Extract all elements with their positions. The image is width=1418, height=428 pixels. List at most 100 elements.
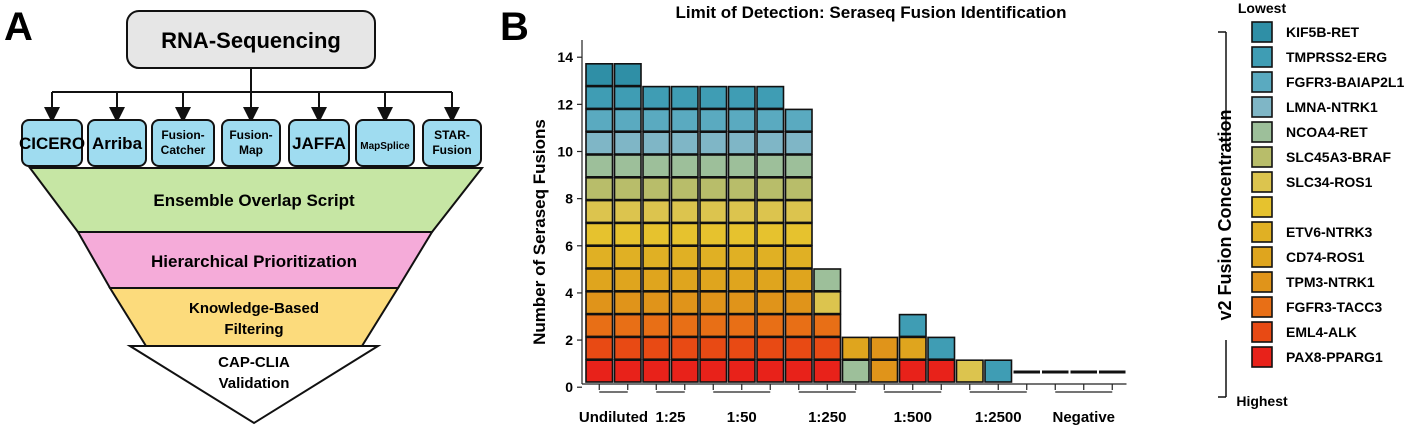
tile-tmprss2-erg bbox=[898, 313, 927, 338]
chart-title: Limit of Detection: Seraseq Fusion Ident… bbox=[675, 3, 1066, 22]
x-axis: Undiluted 1:25 1:50 1:250 1:500 1:2500 Negativ… bbox=[579, 383, 1127, 426]
tile-fgfr3-baiap2l1 bbox=[613, 108, 642, 133]
legend-label: CD74-ROS1 bbox=[1286, 249, 1365, 265]
tile-fgfr3-baiap2l1 bbox=[756, 108, 785, 133]
y-tick-label: 12 bbox=[557, 96, 573, 112]
tile-eml4-alk bbox=[670, 336, 699, 360]
tile-lmna-ntrk1 bbox=[699, 131, 728, 155]
tool-arrows bbox=[44, 92, 460, 123]
tile-slc34-ros1 bbox=[585, 199, 614, 224]
tile-slc45a3-braf bbox=[784, 177, 813, 201]
panel-b-chart: B Limit of Detection: Seraseq Fusion Ide… bbox=[500, 0, 1404, 426]
tile-fgfr3-tacc3 bbox=[813, 313, 842, 338]
tile-fgfr3-baiap2l1 bbox=[670, 108, 699, 133]
tile-fgfr3-baiap2l1 bbox=[585, 108, 614, 133]
legend-swatch bbox=[1251, 271, 1273, 293]
tile-slc34-ros1 bbox=[727, 199, 756, 224]
legend-label: KIF5B-RET bbox=[1286, 24, 1360, 40]
tile-unnamed bbox=[784, 222, 813, 246]
tile-cd74-ros1 bbox=[898, 336, 927, 360]
tile-slc45a3-braf bbox=[670, 177, 699, 201]
legend-label: ETV6-NTRK3 bbox=[1286, 224, 1373, 240]
y-axis-label: Number of Seraseq Fusions bbox=[530, 119, 549, 345]
tile-fgfr3-tacc3 bbox=[784, 313, 813, 338]
tile-tpm3-ntrk1 bbox=[727, 290, 756, 315]
tile-cd74-ros1 bbox=[699, 268, 728, 292]
tile-etv6-ntrk3 bbox=[670, 245, 699, 269]
panel-a-letter: A bbox=[4, 5, 33, 49]
tile-tmprss2-erg bbox=[984, 359, 1013, 383]
legend-swatch bbox=[1251, 21, 1273, 43]
tile-ncoa4-ret bbox=[699, 154, 728, 178]
tile-etv6-ntrk3 bbox=[784, 245, 813, 269]
tile-slc34-ros1 bbox=[613, 199, 642, 224]
tile-slc45a3-braf bbox=[585, 177, 614, 201]
tool-label: Fusion bbox=[432, 143, 471, 157]
legend-label: SLC34-ROS1 bbox=[1286, 174, 1373, 190]
knowledge-filtering-label-1: Knowledge-Based bbox=[189, 300, 319, 317]
tile-slc34-ros1 bbox=[955, 359, 984, 383]
tile-kif5b-ret bbox=[613, 62, 642, 87]
tile-tpm3-ntrk1 bbox=[756, 290, 785, 315]
legend-swatch bbox=[1251, 296, 1273, 318]
tile-ncoa4-ret bbox=[727, 154, 756, 178]
tool-label: Fusion- bbox=[229, 128, 272, 142]
tile-etv6-ntrk3 bbox=[727, 245, 756, 269]
tile-eml4-alk bbox=[642, 336, 671, 360]
legend-lowest-label: Lowest bbox=[1238, 0, 1287, 16]
tile-etv6-ntrk3 bbox=[642, 245, 671, 269]
tile-pax8-pparg1 bbox=[585, 359, 614, 383]
tile-slc34-ros1 bbox=[756, 199, 785, 224]
legend-swatch bbox=[1251, 121, 1273, 143]
tile-pax8-pparg1 bbox=[727, 359, 756, 383]
legend-label: PAX8-PPARG1 bbox=[1286, 349, 1383, 365]
tile-cd74-ros1 bbox=[642, 268, 671, 292]
y-tick-label: 6 bbox=[565, 238, 573, 254]
y-tick-label: 0 bbox=[565, 379, 573, 395]
tile-fgfr3-tacc3 bbox=[642, 313, 671, 338]
tile-cd74-ros1 bbox=[613, 268, 642, 292]
y-tick-label: 8 bbox=[565, 191, 573, 207]
tile-ncoa4-ret bbox=[841, 359, 870, 383]
tile-fgfr3-baiap2l1 bbox=[642, 108, 671, 133]
tile-ncoa4-ret bbox=[585, 154, 614, 178]
tile-pax8-pparg1 bbox=[784, 359, 813, 383]
legend-label: SLC45A3-BRAF bbox=[1286, 149, 1391, 165]
tile-lmna-ntrk1 bbox=[784, 131, 813, 155]
tile-pax8-pparg1 bbox=[927, 359, 956, 383]
tool-box bbox=[221, 119, 281, 167]
cap-clia-label-2: Validation bbox=[219, 375, 290, 392]
tile-tmprss2-erg bbox=[699, 85, 728, 110]
tile-ncoa4-ret bbox=[813, 268, 842, 292]
tile-lmna-ntrk1 bbox=[585, 131, 614, 155]
tile-eml4-alk bbox=[813, 336, 842, 360]
tile-fgfr3-baiap2l1 bbox=[699, 108, 728, 133]
knowledge-filtering-label-2: Filtering bbox=[224, 321, 283, 338]
y-tick-label: 10 bbox=[557, 144, 573, 160]
tool-box bbox=[87, 119, 147, 167]
tool-label: JAFFA bbox=[292, 134, 346, 153]
tile-ncoa4-ret bbox=[670, 154, 699, 178]
tile-tmprss2-erg bbox=[756, 85, 785, 110]
tile-tpm3-ntrk1 bbox=[784, 290, 813, 315]
tool-box bbox=[21, 119, 83, 167]
tile-slc34-ros1 bbox=[699, 199, 728, 224]
tile-fgfr3-tacc3 bbox=[670, 313, 699, 338]
tile-tmprss2-erg bbox=[927, 336, 956, 360]
tile-pax8-pparg1 bbox=[613, 359, 642, 383]
tile-bars bbox=[585, 62, 1126, 383]
tile-cd74-ros1 bbox=[784, 268, 813, 292]
tile-fgfr3-tacc3 bbox=[585, 313, 614, 338]
cap-clia-stage bbox=[126, 345, 382, 425]
tile-lmna-ntrk1 bbox=[727, 131, 756, 155]
legend-swatch bbox=[1251, 196, 1273, 218]
tile-slc45a3-braf bbox=[613, 177, 642, 201]
hierarchical-prioritization-label: Hierarchical Prioritization bbox=[151, 252, 357, 271]
legend-swatch bbox=[1251, 171, 1273, 193]
legend-label: LMNA-NTRK1 bbox=[1286, 99, 1378, 115]
tile-fgfr3-baiap2l1 bbox=[784, 108, 813, 133]
legend-swatch bbox=[1251, 96, 1273, 118]
legend-label: NCOA4-RET bbox=[1286, 124, 1368, 140]
legend-swatch bbox=[1251, 146, 1273, 168]
